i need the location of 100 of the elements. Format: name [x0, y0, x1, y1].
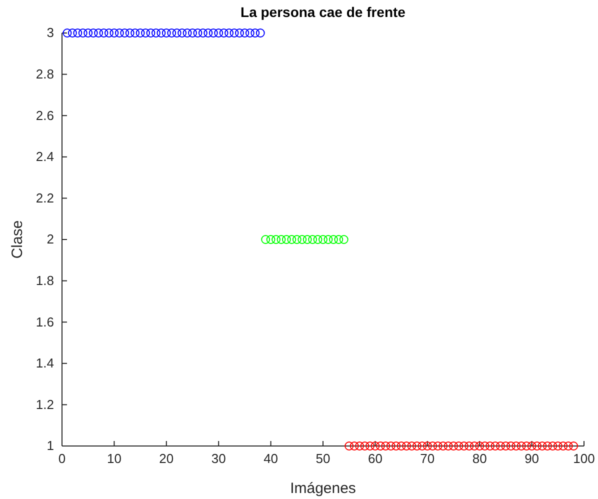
- point: [266, 235, 276, 244]
- y-tick-label: 2.2: [36, 190, 54, 206]
- point: [198, 28, 208, 38]
- point: [230, 28, 239, 38]
- point: [151, 28, 160, 38]
- x-tick-label: 50: [316, 451, 330, 466]
- point: [464, 442, 474, 450]
- point: [376, 442, 385, 450]
- y-tick-label: 1.8: [36, 272, 54, 288]
- point: [130, 28, 140, 38]
- y-tick-label: 2: [46, 232, 54, 247]
- point: [292, 235, 302, 244]
- point: [88, 28, 98, 38]
- chart-title: La persona cae de frente: [240, 4, 406, 20]
- point: [250, 28, 260, 38]
- point: [386, 442, 396, 450]
- point: [261, 235, 270, 244]
- x-tick-label: 60: [368, 451, 382, 466]
- point: [94, 28, 104, 38]
- point: [156, 28, 166, 38]
- point: [110, 28, 119, 38]
- point: [370, 442, 380, 450]
- point: [204, 28, 213, 38]
- x-tick-label: 0: [58, 451, 66, 466]
- point: [114, 28, 124, 38]
- point: [272, 235, 281, 244]
- point: [276, 235, 286, 244]
- point: [298, 235, 307, 244]
- point: [256, 28, 265, 38]
- point: [422, 442, 432, 450]
- x-tick-label: 70: [420, 451, 435, 466]
- point: [282, 235, 291, 244]
- point: [245, 28, 254, 38]
- point: [449, 442, 458, 450]
- x-tick-label: 20: [159, 451, 174, 466]
- point: [328, 235, 338, 244]
- point: [418, 442, 427, 450]
- point: [68, 28, 77, 38]
- x-axis-title: Imágenes: [290, 480, 356, 497]
- point: [470, 442, 479, 450]
- point: [433, 442, 442, 450]
- point: [381, 442, 390, 450]
- y-tick-label: 2.4: [36, 149, 54, 164]
- point: [459, 442, 468, 450]
- point: [287, 235, 296, 244]
- point: [234, 28, 244, 38]
- point: [553, 442, 562, 450]
- point: [240, 28, 250, 38]
- point: [407, 442, 416, 450]
- point: [78, 28, 88, 38]
- point: [84, 28, 93, 38]
- point: [136, 28, 145, 38]
- point: [365, 442, 374, 450]
- point: [73, 28, 82, 38]
- point: [506, 442, 516, 450]
- point: [141, 28, 150, 38]
- point: [344, 442, 354, 450]
- point: [542, 442, 552, 450]
- point: [501, 442, 510, 450]
- point: [527, 442, 536, 450]
- point: [208, 28, 218, 38]
- point: [392, 442, 401, 450]
- y-tick-label: 1.6: [36, 314, 54, 330]
- point: [172, 28, 182, 38]
- point: [402, 442, 412, 450]
- point: [558, 442, 568, 450]
- point: [355, 442, 364, 450]
- point: [308, 235, 318, 244]
- x-tick-label: 100: [573, 451, 595, 466]
- point: [125, 28, 134, 38]
- point: [396, 442, 406, 450]
- point: [313, 235, 322, 244]
- y-tick-label: 1.2: [36, 396, 54, 412]
- y-tick-label: 2.6: [36, 108, 54, 123]
- point: [99, 28, 108, 38]
- point: [496, 442, 505, 450]
- point: [193, 28, 202, 38]
- point: [178, 28, 187, 38]
- y-tick-label: 1.4: [36, 356, 54, 371]
- point: [444, 442, 453, 450]
- point: [564, 442, 573, 450]
- y-tick-label: 2.8: [36, 66, 54, 82]
- point: [334, 235, 344, 244]
- x-tick-label: 30: [211, 451, 226, 466]
- point: [522, 442, 532, 450]
- point: [412, 442, 422, 450]
- point: [302, 235, 312, 244]
- x-tick-label: 10: [106, 451, 122, 466]
- point: [512, 442, 521, 450]
- point: [480, 442, 490, 450]
- point: [428, 442, 438, 450]
- point: [318, 235, 328, 244]
- point: [339, 235, 348, 244]
- y-axis-title: Clase: [9, 220, 26, 259]
- point: [454, 442, 464, 450]
- point: [219, 28, 228, 38]
- point: [188, 28, 197, 38]
- x-tick-label: 90: [524, 451, 540, 466]
- point: [532, 442, 542, 450]
- point: [146, 28, 156, 38]
